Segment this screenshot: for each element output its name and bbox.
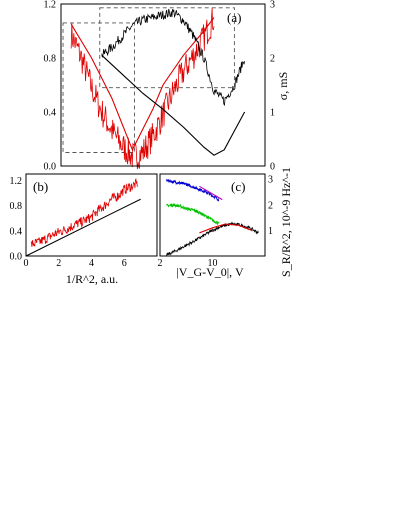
- series-2-noisy-trace: [101, 8, 245, 107]
- inset-box-0: [62, 22, 135, 153]
- tick-label: 3: [268, 175, 273, 186]
- panel-c-label: (c): [231, 179, 245, 194]
- tick-label: 4: [89, 258, 94, 269]
- tick-label: 2: [158, 258, 163, 269]
- tick-label: 2: [56, 258, 61, 269]
- panel-a-right-ticks: 0 1 2 3: [270, 0, 275, 173]
- panel-a-label: (a): [227, 10, 241, 25]
- tick-label: 1.2: [10, 176, 23, 187]
- panel-c-x-ticks: 2 10: [158, 258, 218, 269]
- tick-label: 1: [270, 108, 275, 119]
- series-1-fit-line: [25, 198, 141, 257]
- panel-b-frame: [25, 173, 158, 257]
- series-1-fit-line: [70, 17, 215, 152]
- tick-label: 2: [268, 200, 273, 211]
- panel-c-y-ticks: 1 2 3: [268, 175, 273, 237]
- series-0-noisy-trace: [166, 179, 220, 202]
- tick-label: 0.8: [10, 201, 23, 212]
- panel-c-frame: [159, 173, 266, 257]
- tick-label: 0: [24, 258, 29, 269]
- series-0-noisy-trace: [30, 177, 138, 247]
- tick-label: 0.8: [44, 54, 57, 65]
- inset-box-1: [99, 7, 235, 89]
- panel-b-y-ticks: 0.0 0.4 0.8 1.2: [10, 176, 23, 263]
- series-1-fit-line: [199, 185, 223, 201]
- panel-a-frame: [60, 3, 266, 167]
- tick-label: 0.0: [10, 252, 23, 263]
- tick-label: 10: [208, 258, 218, 269]
- panel-b-x-axis-title: 1/R^2, a.u.: [66, 272, 118, 286]
- panel-b-label: (b): [33, 179, 48, 194]
- panel-b: (b) 0 2 4 6 0.0 0.4 0.8 1.2 1/R^2, a.u.: [10, 173, 158, 286]
- tick-label: 1: [268, 226, 273, 237]
- series-0-noisy-trace: [70, 8, 215, 170]
- series-4-fit-line: [199, 223, 253, 234]
- tick-label: 0.0: [44, 162, 57, 173]
- panel-c-plot-area: [166, 179, 259, 256]
- tick-label: 3: [270, 0, 275, 11]
- panel-b-plot-area: [25, 177, 141, 257]
- panel-a-plot-area: [62, 7, 246, 170]
- tick-label: 6: [122, 258, 127, 269]
- series-3-fit-line: [101, 54, 246, 156]
- series-2-noisy-trace: [166, 203, 220, 226]
- panel-c: (c) 2 10 1 2 3 |V_G-V_0|, V S_R/R^2, 10^-9 …: [158, 167, 294, 279]
- tick-label: 0.4: [44, 108, 57, 119]
- tick-label: 1.2: [44, 0, 57, 11]
- panel-c-x-axis-title: |V_G-V_0|, V: [176, 265, 244, 279]
- panel-a: (a) 0.0 0.4 0.8 1.2 0 1 2 3 σ, mS: [44, 0, 291, 173]
- panel-a-right-axis-title: σ, mS: [276, 72, 290, 100]
- panel-b-x-ticks: 0 2 4 6: [24, 258, 127, 269]
- panel-c-right-axis-title: S_R/R^2, 10^-9 Hz^-1: [279, 167, 293, 277]
- tick-label: 0.4: [10, 226, 23, 237]
- tick-label: 2: [270, 54, 275, 65]
- panel-a-left-ticks: 0.0 0.4 0.8 1.2: [44, 0, 57, 173]
- tick-label: 0: [270, 162, 275, 173]
